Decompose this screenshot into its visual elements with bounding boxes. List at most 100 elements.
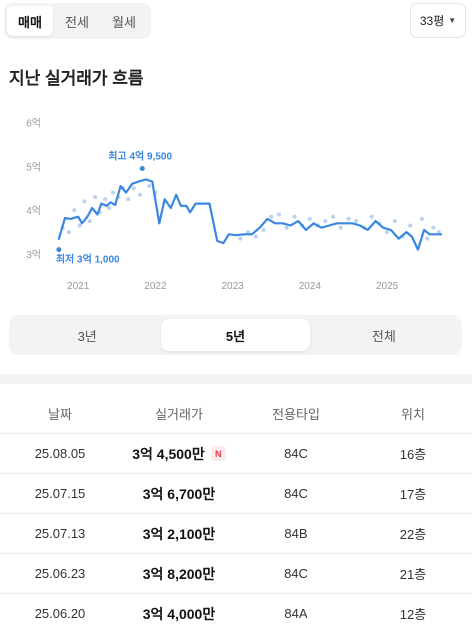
scatter-point: [369, 214, 374, 219]
row-date: 25.08.05: [34, 446, 86, 461]
scatter-point: [385, 230, 390, 235]
row-floor: 21층: [399, 567, 427, 582]
row-price-cell: 3억 4,500만 N: [120, 444, 238, 464]
transaction-table: 날짜 실거래가 전용타입 위치 25.08.05 3억 4,500만 N 84C 16층…: [0, 394, 472, 631]
row-type: 84B: [284, 526, 308, 541]
scatter-point: [284, 225, 289, 230]
scatter-point: [137, 192, 142, 197]
scatter-point: [419, 216, 424, 221]
scatter-point: [87, 219, 92, 224]
row-type: 84C: [284, 566, 308, 581]
price-trend-chart: 3억 4억 5억 6억 2021 2022 2023 2024 2025 최고 4억 9,500 최…: [26, 117, 443, 292]
scatter-point: [338, 225, 343, 230]
scatter-point: [261, 227, 266, 232]
row-floor: 22층: [399, 527, 427, 542]
scatter-point: [110, 190, 115, 195]
scatter-point: [408, 223, 413, 228]
scatter-point: [307, 216, 312, 221]
row-price: 3억 4,000만: [142, 605, 216, 622]
row-price: 3억 6,700만: [142, 485, 216, 502]
row-type: 84C: [284, 446, 308, 461]
scatter-point: [436, 230, 441, 235]
max-point-marker: [139, 165, 145, 171]
area-size-select[interactable]: 33평 ▼: [410, 3, 466, 38]
min-point-marker: [56, 247, 62, 253]
section-title: 지난 실거래가 흐름: [9, 69, 144, 88]
section-divider: [0, 374, 472, 384]
row-floor: 16층: [399, 447, 427, 462]
row-floor: 17층: [399, 487, 427, 502]
scatter-point: [107, 205, 112, 210]
y-tick-label: 5억: [26, 161, 41, 173]
scatter-point: [292, 214, 297, 219]
scatter-point: [77, 223, 82, 228]
scatter-point: [253, 234, 258, 239]
table-row[interactable]: 25.06.23 3억 8,200만 84C 21층: [0, 554, 472, 594]
scatter-point: [93, 194, 98, 199]
row-type: 84A: [284, 606, 308, 621]
scatter-point: [72, 208, 77, 213]
row-date: 25.06.20: [34, 606, 86, 621]
x-tick-label: 2025: [376, 281, 399, 292]
scatter-point: [238, 236, 243, 241]
scatter-point: [276, 212, 281, 217]
scatter-point: [126, 197, 131, 202]
scatter-point: [131, 186, 136, 191]
row-type: 84C: [284, 486, 308, 501]
x-tick-label: 2023: [221, 281, 244, 292]
max-price-label: 최고 4억 9,500: [108, 149, 172, 162]
tab-sale[interactable]: 매매: [7, 6, 53, 36]
x-tick-label: 2021: [67, 281, 90, 292]
scatter-point: [346, 216, 351, 221]
area-size-value: 33평: [419, 14, 445, 28]
table-header: 날짜 실거래가 전용타입 위치: [0, 394, 472, 434]
y-tick-label: 3억: [26, 249, 41, 261]
header-date: 날짜: [48, 407, 72, 422]
price-trend-line: [57, 178, 443, 251]
table-row[interactable]: 25.06.20 3억 4,000만 84A 12층: [0, 594, 472, 631]
scatter-point: [269, 214, 274, 219]
scatter-point: [103, 197, 108, 202]
row-price: 3억 2,100만: [142, 525, 216, 542]
period-toggle: 3년 5년 전체: [9, 315, 462, 355]
header-type: 전용타입: [272, 407, 320, 422]
row-price: 3억 4,500만: [132, 445, 205, 462]
y-tick-label: 4억: [26, 205, 41, 217]
min-price-label: 최저 3억 1,000: [56, 253, 120, 266]
scatter-point: [323, 219, 328, 224]
row-date: 25.06.23: [34, 566, 86, 581]
scatter-point: [392, 219, 397, 224]
row-date: 25.07.15: [34, 486, 86, 501]
caret-down-icon: ▼: [448, 16, 457, 25]
x-tick-label: 2022: [144, 281, 167, 292]
header-price: 실거래가: [155, 407, 203, 422]
row-price: 3억 8,200만: [142, 565, 216, 582]
row-price-cell: 3억 8,200만: [120, 564, 238, 584]
scatter-point: [431, 225, 436, 230]
tab-monthly-rent[interactable]: 월세: [112, 14, 136, 30]
y-tick-label: 6억: [26, 117, 41, 129]
scatter-point: [331, 214, 336, 219]
table-row[interactable]: 25.07.15 3억 6,700만 84C 17층: [0, 474, 472, 514]
header-floor: 위치: [401, 407, 425, 422]
scatter-point: [425, 236, 430, 241]
tab-jeonse[interactable]: 전세: [65, 14, 89, 30]
row-price-cell: 3억 6,700만: [120, 484, 238, 504]
period-5y-button[interactable]: 5년: [161, 319, 310, 351]
row-price-cell: 3억 2,100만: [120, 524, 238, 544]
row-price-cell: 3억 4,000만: [120, 604, 238, 624]
deal-type-tabs: 매매 전세 월세: [4, 3, 151, 39]
x-tick-label: 2024: [299, 281, 322, 292]
period-3y-button[interactable]: 3년: [77, 328, 97, 344]
table-row[interactable]: 25.08.05 3억 4,500만 N 84C 16층: [0, 434, 472, 474]
scatter-point: [354, 219, 359, 224]
row-date: 25.07.13: [34, 526, 86, 541]
scatter-point: [246, 230, 251, 235]
scatter-point: [147, 184, 152, 189]
table-row[interactable]: 25.07.13 3억 2,100만 84B 22층: [0, 514, 472, 554]
row-floor: 12층: [399, 607, 427, 622]
period-all-button[interactable]: 전체: [371, 328, 396, 344]
scatter-point: [66, 230, 71, 235]
new-badge: N: [210, 446, 226, 461]
scatter-point: [82, 199, 87, 204]
